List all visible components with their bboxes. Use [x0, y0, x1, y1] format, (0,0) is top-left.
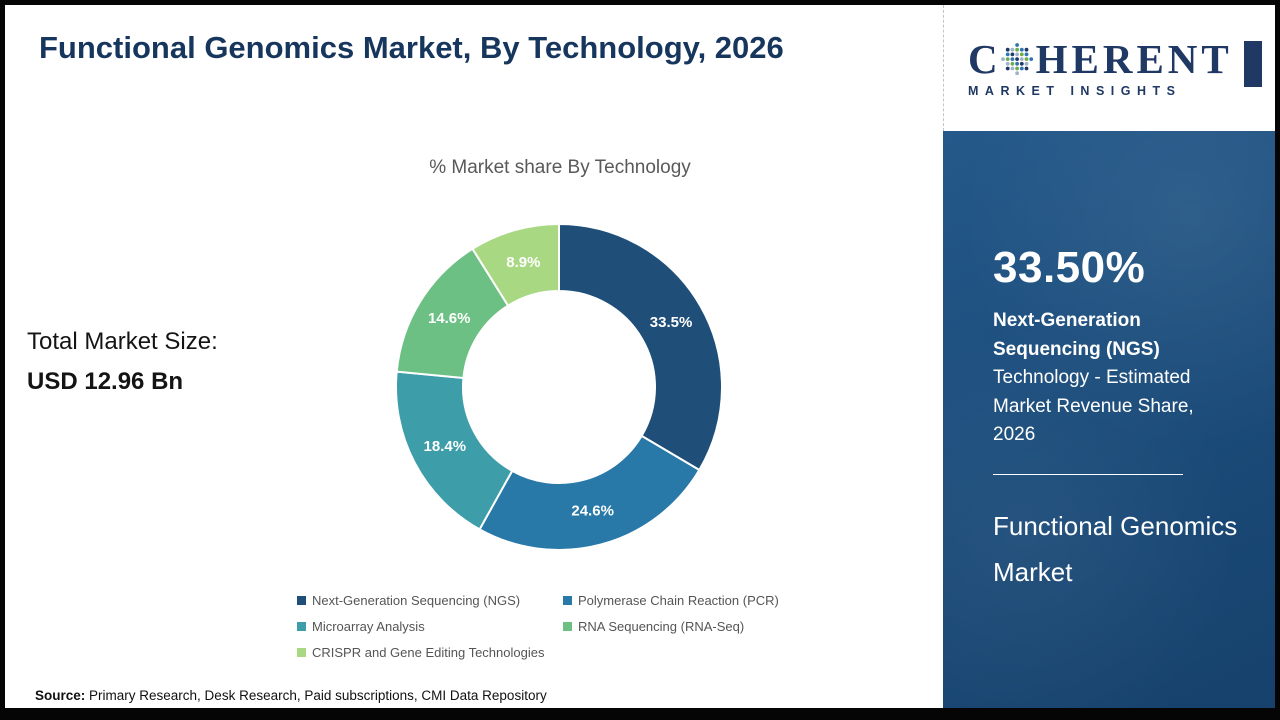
- source-note: Source: Primary Research, Desk Research,…: [35, 688, 547, 703]
- legend-swatch: [297, 596, 306, 605]
- highlight-stat-value: 33.50%: [993, 243, 1146, 292]
- brand-wordmark: C HERENT: [968, 35, 1275, 82]
- legend-label: Next-Generation Sequencing (NGS): [312, 593, 521, 608]
- chart-subtitle: % Market share By Technology: [429, 157, 691, 178]
- report-market-name: Functional Genomics Market: [993, 510, 1238, 588]
- donut-segment-4: [471, 222, 560, 308]
- canvas: Functional Genomics Market, By Technolog…: [5, 5, 1275, 708]
- donut-slice-label: 24.6%: [571, 503, 614, 520]
- legend-swatch: [297, 622, 306, 631]
- brand-letters-rest: HERENT: [1035, 35, 1233, 82]
- highlight-stat-bold: Next-Generation Sequencing (NGS): [993, 310, 1160, 360]
- donut-segment-1: [478, 434, 701, 551]
- highlight-stat-rest: Technology - Estimated Market Revenue Sh…: [993, 367, 1194, 445]
- donut-segment-0: [558, 222, 723, 472]
- legend-label: Polymerase Chain Reaction (PCR): [578, 593, 779, 608]
- brand-logo: C HERENT MARKET INSIGHTS: [943, 5, 1275, 131]
- donut-slice-label: 14.6%: [428, 310, 471, 327]
- logo-accent-bar: [1244, 41, 1262, 87]
- legend-item: RNA Sequencing (RNA-Seq): [563, 619, 829, 634]
- highlight-panel: 33.50% Next-Generation Sequencing (NGS) …: [943, 131, 1275, 708]
- brand-letter-c: C: [968, 35, 998, 82]
- donut-slice-label: 8.9%: [506, 254, 540, 271]
- chart-legend: Next-Generation Sequencing (NGS) Polymera…: [297, 593, 829, 660]
- legend-swatch: [563, 596, 572, 605]
- legend-swatch: [563, 622, 572, 631]
- chart-area: Functional Genomics Market, By Technolog…: [5, 5, 943, 708]
- sidebar: C HERENT MARKET INSIGHTS 33.50% Next-Gen…: [943, 5, 1275, 708]
- legend-item: CRISPR and Gene Editing Technologies: [297, 645, 563, 660]
- legend-item: Next-Generation Sequencing (NGS): [297, 593, 563, 608]
- dotted-globe-icon: [1000, 43, 1033, 76]
- divider-line: [993, 473, 1183, 475]
- legend-label: CRISPR and Gene Editing Technologies: [312, 645, 545, 660]
- donut-chart: 33.5% 24.6% 18.4% 14.6% 8.9%: [395, 222, 723, 551]
- page-title: Functional Genomics Market, By Technolog…: [39, 30, 784, 65]
- source-text: Primary Research, Desk Research, Paid su…: [89, 688, 547, 703]
- donut-slice-label: 33.5%: [650, 314, 693, 331]
- total-market-label: Total Market Size:: [27, 328, 218, 355]
- legend-swatch: [297, 648, 306, 657]
- total-market-value: USD 12.96 Bn: [27, 367, 184, 395]
- legend-item: Polymerase Chain Reaction (PCR): [563, 593, 829, 608]
- legend-label: Microarray Analysis: [312, 619, 425, 634]
- donut-slice-label: 18.4%: [424, 438, 467, 455]
- source-label: Source:: [35, 688, 86, 703]
- legend-item: Microarray Analysis: [297, 619, 563, 634]
- legend-label: RNA Sequencing (RNA-Seq): [578, 619, 745, 634]
- brand-subtitle: MARKET INSIGHTS: [968, 83, 1182, 98]
- total-market-size: Total Market Size: USD 12.96 Bn: [27, 325, 218, 398]
- highlight-stat-description: Next-Generation Sequencing (NGS) Technol…: [993, 307, 1231, 450]
